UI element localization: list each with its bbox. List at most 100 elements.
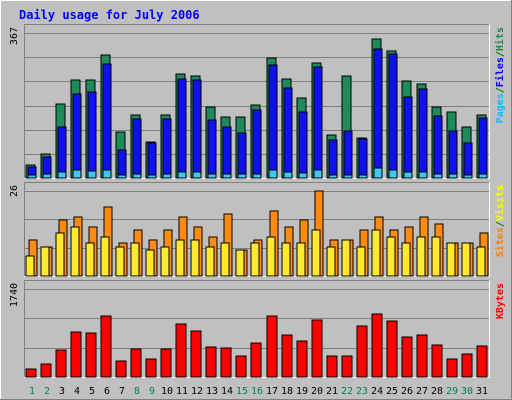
bar-sites-day-1 bbox=[25, 255, 35, 277]
bar-kbytes-day-6 bbox=[100, 315, 112, 378]
bar-kbytes-day-24 bbox=[371, 313, 383, 378]
bar-pages-day-24 bbox=[373, 167, 383, 179]
bar-kbytes-day-26 bbox=[401, 336, 413, 378]
bar-kbytes-day-28 bbox=[431, 344, 443, 378]
bar-kbytes-day-8 bbox=[130, 348, 142, 378]
bar-files-day-30 bbox=[463, 142, 473, 179]
bar-pages-day-30 bbox=[463, 174, 473, 179]
series-legend: KBytes bbox=[495, 283, 506, 319]
bar-kbytes-day-16 bbox=[250, 342, 262, 378]
bar-files-day-28 bbox=[433, 115, 443, 179]
bar-sites-day-10 bbox=[160, 246, 170, 277]
bar-pages-day-13 bbox=[207, 173, 217, 179]
x-tick-label: 16 bbox=[251, 386, 263, 397]
bar-pages-day-2 bbox=[42, 173, 52, 179]
bar-kbytes-day-29 bbox=[446, 358, 458, 378]
x-tick-label: 6 bbox=[104, 386, 110, 397]
bar-pages-day-5 bbox=[87, 170, 97, 179]
bar-sites-day-13 bbox=[205, 246, 215, 277]
bar-files-day-26 bbox=[403, 96, 413, 179]
series-legend: Sites/Visits bbox=[494, 185, 506, 257]
bar-files-day-25 bbox=[388, 53, 398, 179]
bar-kbytes-day-7 bbox=[115, 360, 127, 378]
bar-kbytes-day-22 bbox=[341, 355, 353, 378]
x-tick-label: 7 bbox=[119, 386, 125, 397]
bar-sites-day-18 bbox=[281, 242, 291, 277]
bar-sites-day-26 bbox=[401, 242, 411, 277]
y-max-label: 367 bbox=[9, 27, 20, 45]
bar-kbytes-day-18 bbox=[281, 334, 293, 378]
bar-files-day-5 bbox=[87, 91, 97, 179]
bar-sites-day-5 bbox=[85, 242, 95, 277]
x-tick-label: 18 bbox=[281, 386, 293, 397]
y-max-label: 26 bbox=[9, 185, 20, 197]
bar-kbytes-day-14 bbox=[220, 347, 232, 378]
bar-kbytes-day-21 bbox=[326, 355, 338, 378]
bar-files-day-10 bbox=[162, 118, 172, 179]
bar-files-day-19 bbox=[298, 111, 308, 179]
x-tick-label: 29 bbox=[446, 386, 458, 397]
bar-sites-day-12 bbox=[190, 239, 200, 277]
legend-entry: Visits bbox=[494, 185, 506, 221]
bar-pages-day-12 bbox=[192, 171, 202, 179]
bar-sites-day-27 bbox=[416, 236, 426, 277]
bar-files-day-12 bbox=[192, 79, 202, 179]
bar-pages-day-29 bbox=[448, 173, 458, 179]
bar-sites-day-15 bbox=[235, 249, 245, 277]
x-tick-label: 13 bbox=[206, 386, 218, 397]
chart-title: Daily usage for July 2006 bbox=[19, 8, 200, 22]
x-tick-label: 15 bbox=[236, 386, 248, 397]
bar-pages-day-25 bbox=[388, 169, 398, 179]
x-axis-day-labels: 1 2 3 4 5 6 7 8 9 10 11 12 13 14 15 16 17 18 19 20 21 22 23 24 2… bbox=[29, 386, 488, 397]
bar-pages-day-21 bbox=[328, 174, 338, 179]
bar-pages-day-4 bbox=[72, 169, 82, 179]
legend-entry: Sites bbox=[494, 227, 506, 257]
bar-sites-day-8 bbox=[130, 242, 140, 277]
bar-files-day-27 bbox=[418, 88, 428, 179]
legend-entry: / bbox=[495, 51, 506, 57]
bar-files-day-23 bbox=[358, 138, 368, 179]
x-tick-label: 10 bbox=[161, 386, 173, 397]
bar-kbytes-day-10 bbox=[160, 348, 172, 378]
bar-kbytes-day-1 bbox=[25, 368, 37, 378]
bar-kbytes-day-19 bbox=[296, 340, 308, 378]
bar-kbytes-day-23 bbox=[356, 325, 368, 378]
bar-files-day-13 bbox=[207, 119, 217, 179]
bar-files-day-24 bbox=[373, 48, 383, 179]
bar-kbytes-day-9 bbox=[145, 358, 157, 378]
x-tick-label: 3 bbox=[59, 386, 65, 397]
bar-pages-day-7 bbox=[117, 174, 127, 179]
bar-files-day-3 bbox=[57, 126, 67, 179]
bar-pages-day-9 bbox=[147, 174, 157, 179]
bar-files-day-4 bbox=[72, 93, 82, 179]
x-tick-label: 5 bbox=[89, 386, 95, 397]
bar-pages-day-27 bbox=[418, 171, 428, 179]
bar-kbytes-day-30 bbox=[461, 353, 473, 378]
x-tick-label: 26 bbox=[401, 386, 413, 397]
y-max-label: 1740 bbox=[9, 283, 20, 307]
x-tick-label: 25 bbox=[386, 386, 398, 397]
x-tick-label: 4 bbox=[74, 386, 80, 397]
bar-kbytes-day-31 bbox=[476, 345, 488, 378]
bar-pages-day-11 bbox=[177, 171, 187, 179]
bar-files-day-29 bbox=[448, 130, 458, 179]
x-tick-label: 19 bbox=[296, 386, 308, 397]
bar-pages-day-15 bbox=[237, 173, 247, 179]
bar-sites-day-3 bbox=[55, 232, 65, 277]
bar-pages-day-10 bbox=[162, 173, 172, 179]
x-tick-label: 2 bbox=[44, 386, 50, 397]
bar-files-day-22 bbox=[343, 130, 353, 179]
bar-pages-day-18 bbox=[283, 171, 293, 179]
bar-files-day-8 bbox=[132, 118, 142, 179]
bar-files-day-18 bbox=[283, 87, 293, 179]
x-tick-label: 22 bbox=[341, 386, 353, 397]
bar-files-day-21 bbox=[328, 139, 338, 179]
bar-pages-day-8 bbox=[132, 173, 142, 179]
x-tick-label: 28 bbox=[431, 386, 443, 397]
bar-sites-day-21 bbox=[326, 246, 336, 277]
bar-kbytes-day-12 bbox=[190, 330, 202, 378]
bar-sites-day-11 bbox=[175, 239, 185, 277]
bar-kbytes-day-2 bbox=[40, 363, 52, 378]
bar-sites-day-29 bbox=[446, 242, 456, 277]
